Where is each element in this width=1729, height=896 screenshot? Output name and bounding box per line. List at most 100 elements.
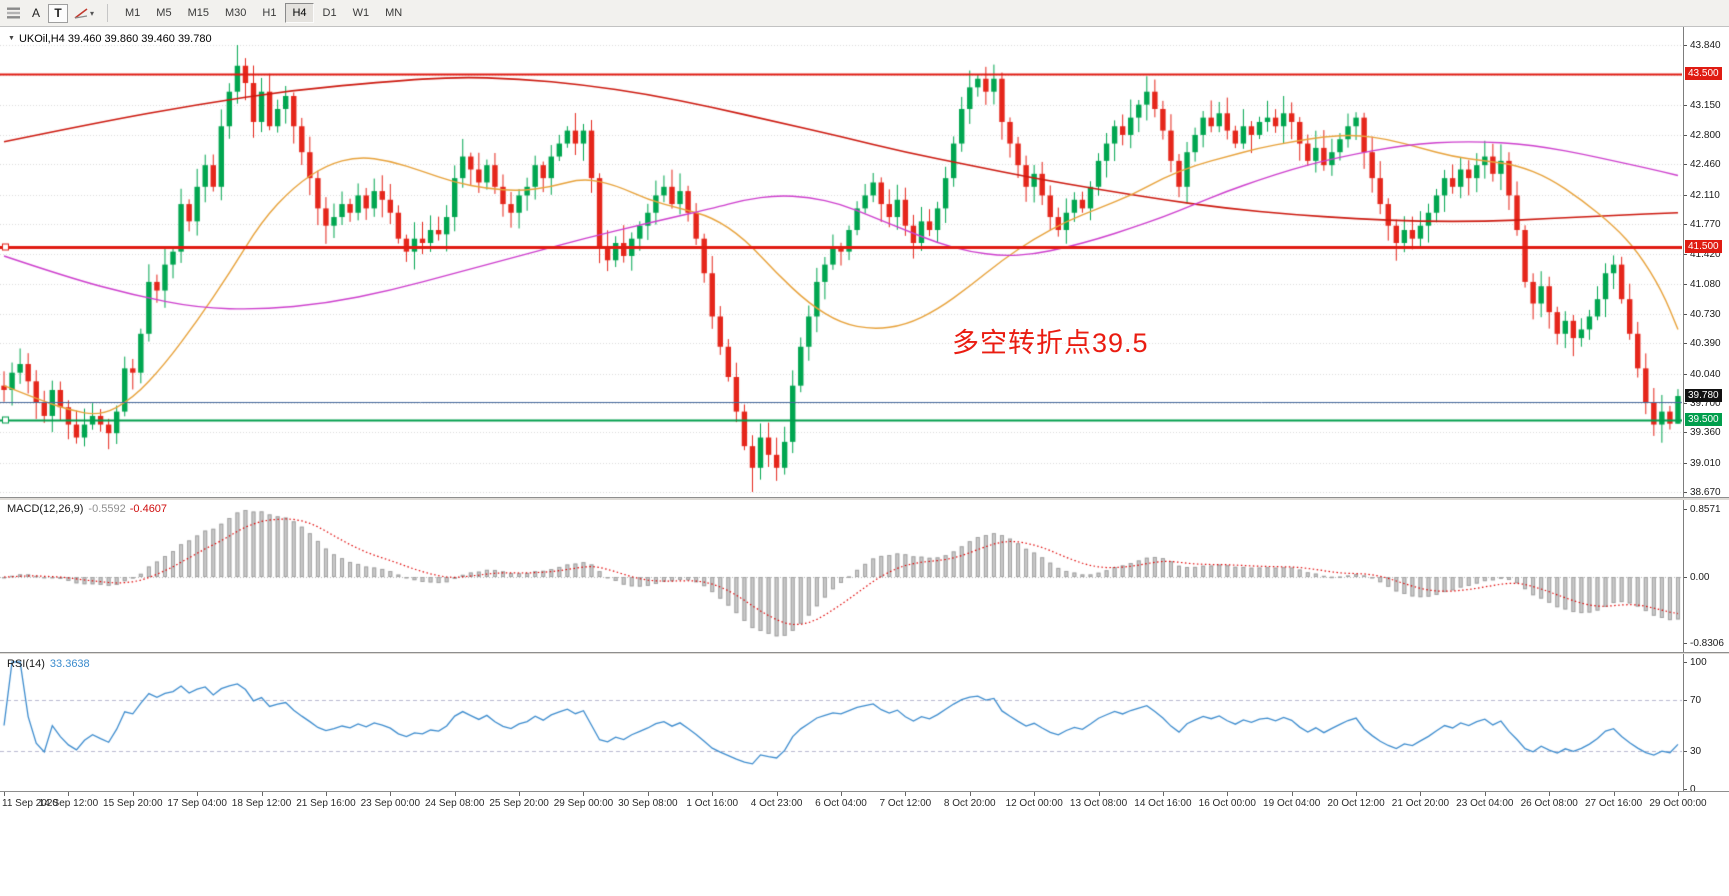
timeframe-button-group: M1 M5 M15 M30 H1 H4 D1 W1 MN	[117, 3, 410, 23]
rsi-value: 33.3638	[49, 658, 90, 670]
timeframe-button-h1[interactable]: H1	[255, 3, 283, 23]
axis-tick	[1684, 164, 1687, 166]
time-axis-label: 23 Oct 04:00	[1456, 798, 1514, 809]
time-axis-label: 19 Oct 04:00	[1263, 798, 1321, 809]
timeframe-button-mn[interactable]: MN	[378, 3, 409, 23]
axis-tick	[1684, 509, 1687, 511]
axis-tick	[1684, 432, 1687, 434]
macd-panel-label: MACD(12,26,9) -0.5592 -0.4607	[7, 503, 167, 515]
time-axis-tick	[776, 792, 778, 796]
time-axis-tick	[905, 792, 907, 796]
time-axis-label: 23 Sep 00:00	[360, 798, 421, 809]
axis-tick	[1684, 462, 1687, 464]
macd-axis-label: -0.8306	[1690, 637, 1724, 649]
price-axis-label: 43.840	[1690, 40, 1721, 51]
time-axis-label: 14 Oct 16:00	[1134, 798, 1192, 809]
timeframe-button-m1[interactable]: M1	[118, 3, 147, 23]
text-frame-tool-button[interactable]: T	[48, 3, 68, 23]
time-axis-tick	[4, 792, 6, 796]
price-axis-label: 43.150	[1690, 99, 1721, 111]
time-axis-label: 12 Oct 00:00	[1005, 798, 1063, 809]
price-marker-box: 39.500	[1685, 413, 1722, 427]
axis-tick	[1684, 283, 1687, 285]
panel-divider[interactable]	[0, 652, 1729, 654]
timeframe-button-d1[interactable]: D1	[316, 3, 344, 23]
rsi-panel-label: RSI(14) 33.3638	[7, 658, 90, 670]
chart-list-icon[interactable]	[4, 3, 24, 23]
time-axis-label: 18 Sep 12:00	[231, 798, 292, 809]
time-axis-tick	[1677, 792, 1679, 796]
axis-tick	[1684, 343, 1687, 345]
axis-tick	[1684, 313, 1687, 315]
time-axis-label: 1 Oct 16:00	[686, 798, 739, 809]
axis-tick	[1684, 373, 1687, 375]
time-axis-tick	[647, 792, 649, 796]
rsi-axis-label: 100	[1690, 657, 1707, 668]
time-axis-tick	[583, 792, 585, 796]
time-axis-label: 24 Sep 08:00	[424, 798, 485, 809]
price-marker-box: 39.780	[1685, 389, 1722, 403]
chart-annotation-text[interactable]: 多空转折点39.5	[952, 328, 1149, 358]
axis-tick	[1684, 104, 1687, 106]
time-axis-tick	[1227, 792, 1229, 796]
rsi-axis-label: 30	[1690, 745, 1702, 757]
time-axis-tick	[1162, 792, 1164, 796]
axis-tick	[1684, 254, 1687, 256]
symbol-marker-icon: ▼	[8, 35, 15, 42]
macd-signal-value: -0.4607	[129, 503, 168, 515]
time-axis-label: 21 Sep 16:00	[296, 798, 356, 809]
time-axis-label: 15 Sep 20:00	[103, 798, 163, 809]
price-marker-box: 43.500	[1685, 67, 1722, 81]
price-chart-canvas[interactable]	[0, 27, 1682, 497]
axis-tick	[1684, 700, 1687, 702]
price-axis-label: 38.670	[1690, 486, 1721, 498]
time-axis-label: 13 Oct 08:00	[1069, 798, 1128, 809]
time-axis-tick	[969, 792, 971, 796]
main-toolbar: A T ▾ M1 M5 M15 M30 H1 H4 D1 W1 MN	[0, 0, 1729, 27]
price-axis-label: 40.040	[1690, 368, 1721, 380]
time-axis-tick	[1291, 792, 1293, 796]
axis-tick	[1684, 662, 1687, 663]
timeframe-button-h4[interactable]: H4	[285, 3, 314, 23]
axis-tick	[1684, 223, 1687, 225]
time-axis-tick	[325, 792, 327, 796]
time-axis-tick	[1549, 792, 1551, 796]
rsi-axis-label: 70	[1690, 695, 1702, 707]
time-axis[interactable]: 11 Sep 2020 14 Sep 12:00 15 Sep 20:00 17 Se…	[0, 791, 1729, 815]
price-axis-label: 40.730	[1690, 308, 1721, 320]
time-axis-tick	[132, 792, 134, 796]
axis-tick	[1684, 194, 1687, 196]
shapes-tool-button[interactable]: ▾	[70, 3, 98, 23]
axis-tick	[1684, 45, 1687, 46]
time-axis-tick	[454, 792, 456, 796]
time-axis-tick	[197, 792, 199, 796]
macd-indicator-canvas[interactable]	[0, 500, 1682, 652]
time-axis-tick	[1356, 792, 1358, 796]
timeframe-button-m5[interactable]: M5	[149, 3, 178, 23]
price-axis-label: 41.420	[1690, 249, 1721, 261]
time-axis-label: 16 Oct 00:00	[1198, 798, 1256, 809]
timeframe-button-m30[interactable]: M30	[218, 3, 253, 23]
price-axis-label: 42.110	[1690, 189, 1720, 201]
time-axis-label: 7 Oct 12:00	[879, 798, 932, 809]
time-axis-tick	[1034, 792, 1036, 796]
price-axis-label: 42.800	[1690, 129, 1721, 141]
axis-tick	[1684, 577, 1687, 578]
price-scale[interactable]: 43.840 43.150 42.800 42.460 42.110 41.770 41.4…	[1683, 27, 1729, 795]
macd-axis-label: 0.00	[1690, 572, 1710, 583]
macd-value: -0.5592	[88, 503, 126, 515]
timeframe-button-w1[interactable]: W1	[346, 3, 377, 23]
rsi-axis-label: 0	[1690, 784, 1696, 795]
panel-divider[interactable]	[0, 497, 1729, 500]
rsi-indicator-canvas[interactable]	[0, 654, 1682, 791]
timeframe-button-m15[interactable]: M15	[181, 3, 216, 23]
chart-title: ▼ UKOil,H4 39.460 39.860 39.460 39.780	[8, 33, 212, 45]
price-axis-label: 41.770	[1690, 218, 1721, 230]
chart-title-text: UKOil,H4 39.460 39.860 39.460 39.780	[18, 33, 212, 45]
time-axis-tick	[1613, 792, 1615, 796]
time-axis-tick	[841, 792, 842, 796]
time-axis-tick	[261, 792, 263, 796]
text-tool-button[interactable]: A	[26, 3, 46, 23]
price-axis-label: 39.700	[1690, 397, 1721, 409]
